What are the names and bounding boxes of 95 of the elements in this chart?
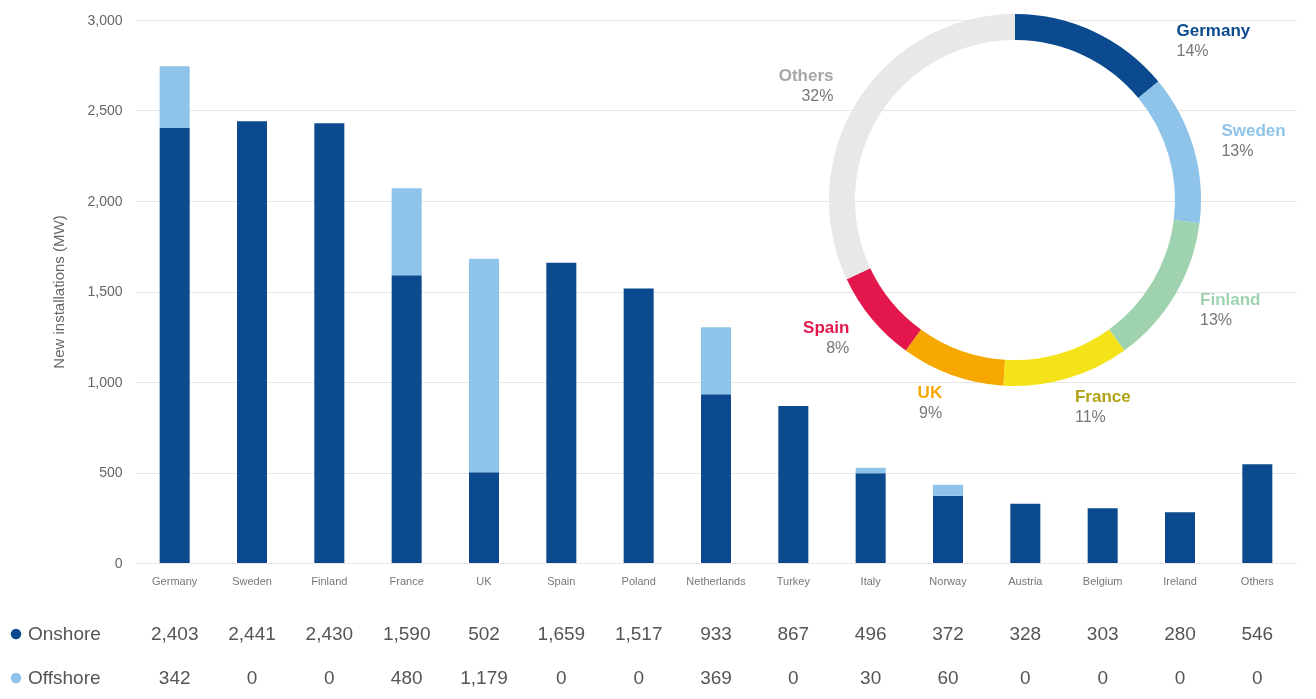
bar	[855, 467, 886, 474]
bar	[855, 473, 886, 563]
data-label: 14%	[1176, 42, 1209, 59]
data-label: 1,590	[382, 623, 431, 644]
donut-slice	[1003, 329, 1125, 386]
donut-slice	[1015, 14, 1159, 99]
x-tick-label: UK	[476, 574, 493, 587]
data-label: 2,430	[305, 623, 354, 644]
data-label: 9%	[919, 404, 943, 422]
y-tick-label: 0	[114, 554, 123, 571]
data-label: 11%	[1074, 408, 1106, 426]
bar	[237, 121, 267, 563]
bar	[391, 188, 422, 276]
bar	[159, 66, 190, 129]
slice-label: Spain	[803, 318, 850, 338]
x-tick-label: Norway	[929, 574, 968, 587]
slice-label: UK	[917, 383, 943, 403]
bar	[623, 288, 654, 563]
x-tick-label: Sweden	[232, 574, 272, 587]
slice-label: France	[1074, 387, 1131, 407]
data-label: 328	[1009, 623, 1042, 644]
data-label: 0	[556, 667, 567, 688]
data-label: 2,441	[228, 623, 276, 644]
x-tick-label: Netherlands	[686, 574, 747, 587]
data-label: 1,517	[614, 623, 663, 644]
x-tick-label: Finland	[311, 574, 348, 587]
data-label: 369	[700, 667, 732, 688]
y-tick-label: 2,500	[87, 102, 123, 118]
bar	[1165, 512, 1195, 563]
bar	[159, 128, 190, 563]
x-tick-label: Belgium	[1082, 574, 1123, 587]
slice-label: Finland	[1200, 290, 1261, 310]
data-label: 0	[1252, 667, 1263, 688]
legend-label: Offshore	[28, 667, 101, 688]
x-tick-label: Germany	[152, 574, 198, 587]
data-label: 13%	[1221, 142, 1254, 160]
bar	[701, 327, 731, 395]
x-tick-label: Austria	[1008, 574, 1044, 587]
data-label: 1,659	[537, 623, 586, 644]
y-tick-label: 3,000	[87, 11, 123, 28]
bar	[469, 258, 499, 473]
data-label: 933	[700, 623, 732, 644]
bar	[546, 262, 577, 563]
bar	[1242, 464, 1273, 563]
data-label: 13%	[1200, 311, 1233, 329]
data-label: 8%	[826, 339, 850, 357]
bar	[701, 394, 731, 563]
bar	[1010, 503, 1041, 563]
bar	[933, 495, 963, 563]
bar	[314, 123, 345, 563]
data-label: 0	[324, 667, 335, 688]
bar	[391, 275, 422, 563]
bar	[933, 484, 963, 496]
data-label: 1,179	[460, 667, 508, 688]
y-tick-label: 1,500	[87, 283, 123, 299]
data-label: 0	[1097, 667, 1108, 688]
y-tick-label: 500	[99, 464, 123, 480]
data-label: 60	[937, 667, 959, 688]
data-label: 0	[633, 667, 644, 688]
y-axis-title: New installations (MW)	[50, 215, 68, 369]
bar	[469, 472, 499, 563]
x-tick-label: Ireland	[1163, 574, 1197, 587]
data-label: 0	[1020, 667, 1031, 688]
bar	[1087, 508, 1118, 563]
y-tick-label: 2,000	[87, 192, 123, 209]
data-label: 30	[860, 667, 882, 688]
x-tick-label: Poland	[621, 574, 656, 587]
bar	[778, 406, 809, 563]
data-label: 303	[1086, 623, 1119, 644]
data-label: 0	[246, 667, 258, 688]
slice-label: Others	[778, 65, 834, 85]
data-label: 546	[1241, 623, 1274, 644]
x-tick-label: Others	[1240, 574, 1275, 587]
slice-label: Germany	[1176, 21, 1251, 40]
data-label: 0	[1174, 667, 1186, 688]
data-label: 2,403	[150, 623, 199, 644]
data-label: 342	[158, 667, 191, 688]
data-label: 0	[788, 667, 799, 688]
legend-label: Onshore	[28, 623, 101, 644]
data-label: 32%	[801, 86, 834, 104]
y-tick-label: 1,000	[87, 373, 123, 390]
data-label: 480	[390, 667, 423, 688]
x-tick-label: Turkey	[776, 574, 811, 587]
data-label: 496	[854, 623, 887, 644]
x-tick-label: Spain	[547, 574, 576, 587]
donut-slice	[1109, 220, 1200, 351]
donut-slice	[1138, 81, 1201, 224]
data-label: 867	[777, 623, 810, 644]
data-label: 372	[932, 623, 964, 644]
x-tick-label: Italy	[860, 574, 882, 587]
data-label: 280	[1164, 623, 1196, 644]
donut-slice	[905, 329, 1005, 386]
data-label: 502	[468, 623, 500, 644]
slice-label: Sweden	[1221, 121, 1286, 141]
x-tick-label: France	[389, 574, 424, 587]
